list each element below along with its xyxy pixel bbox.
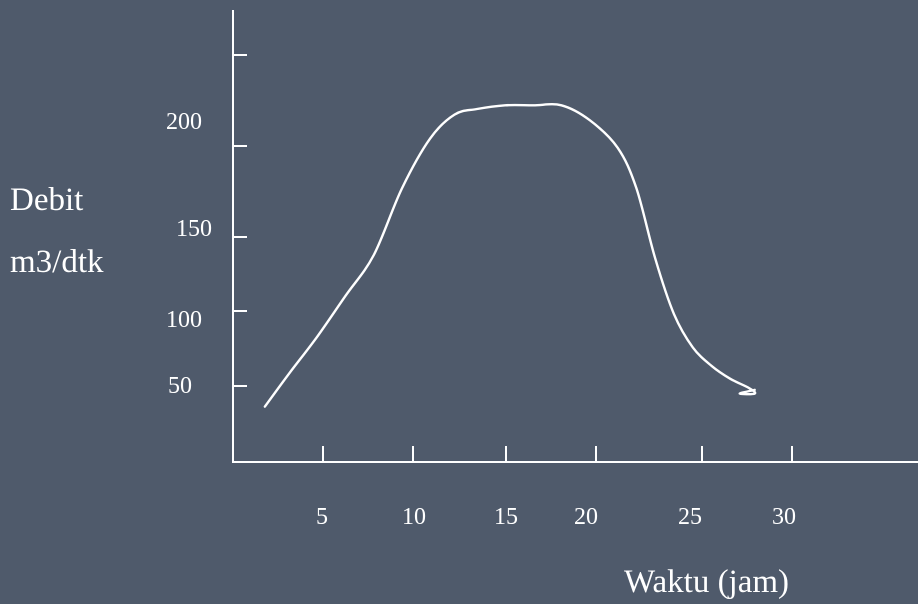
y-tick-label: 150 [176, 216, 212, 242]
axes [232, 10, 918, 463]
y-tick-label: 200 [166, 109, 202, 135]
x-tick-label: 15 [494, 504, 518, 530]
y-axis-label-line-1: Debit [10, 182, 83, 218]
x-tick-label: 5 [316, 504, 328, 530]
x-tick-label: 30 [772, 504, 796, 530]
x-tick-label: 10 [402, 504, 426, 530]
y-tick-label: 100 [166, 307, 202, 333]
x-tick-label: 25 [678, 504, 702, 530]
x-ticks: 5 10 15 20 25 30 [316, 446, 796, 530]
y-tick-label: 50 [168, 373, 192, 399]
x-axis-label: Waktu (jam) [624, 564, 789, 600]
x-tick-label: 20 [574, 504, 598, 530]
y-ticks: 50 100 150 200 [166, 109, 247, 399]
series-line [263, 103, 757, 408]
y-axis-label-line-2: m3/dtk [10, 244, 104, 280]
